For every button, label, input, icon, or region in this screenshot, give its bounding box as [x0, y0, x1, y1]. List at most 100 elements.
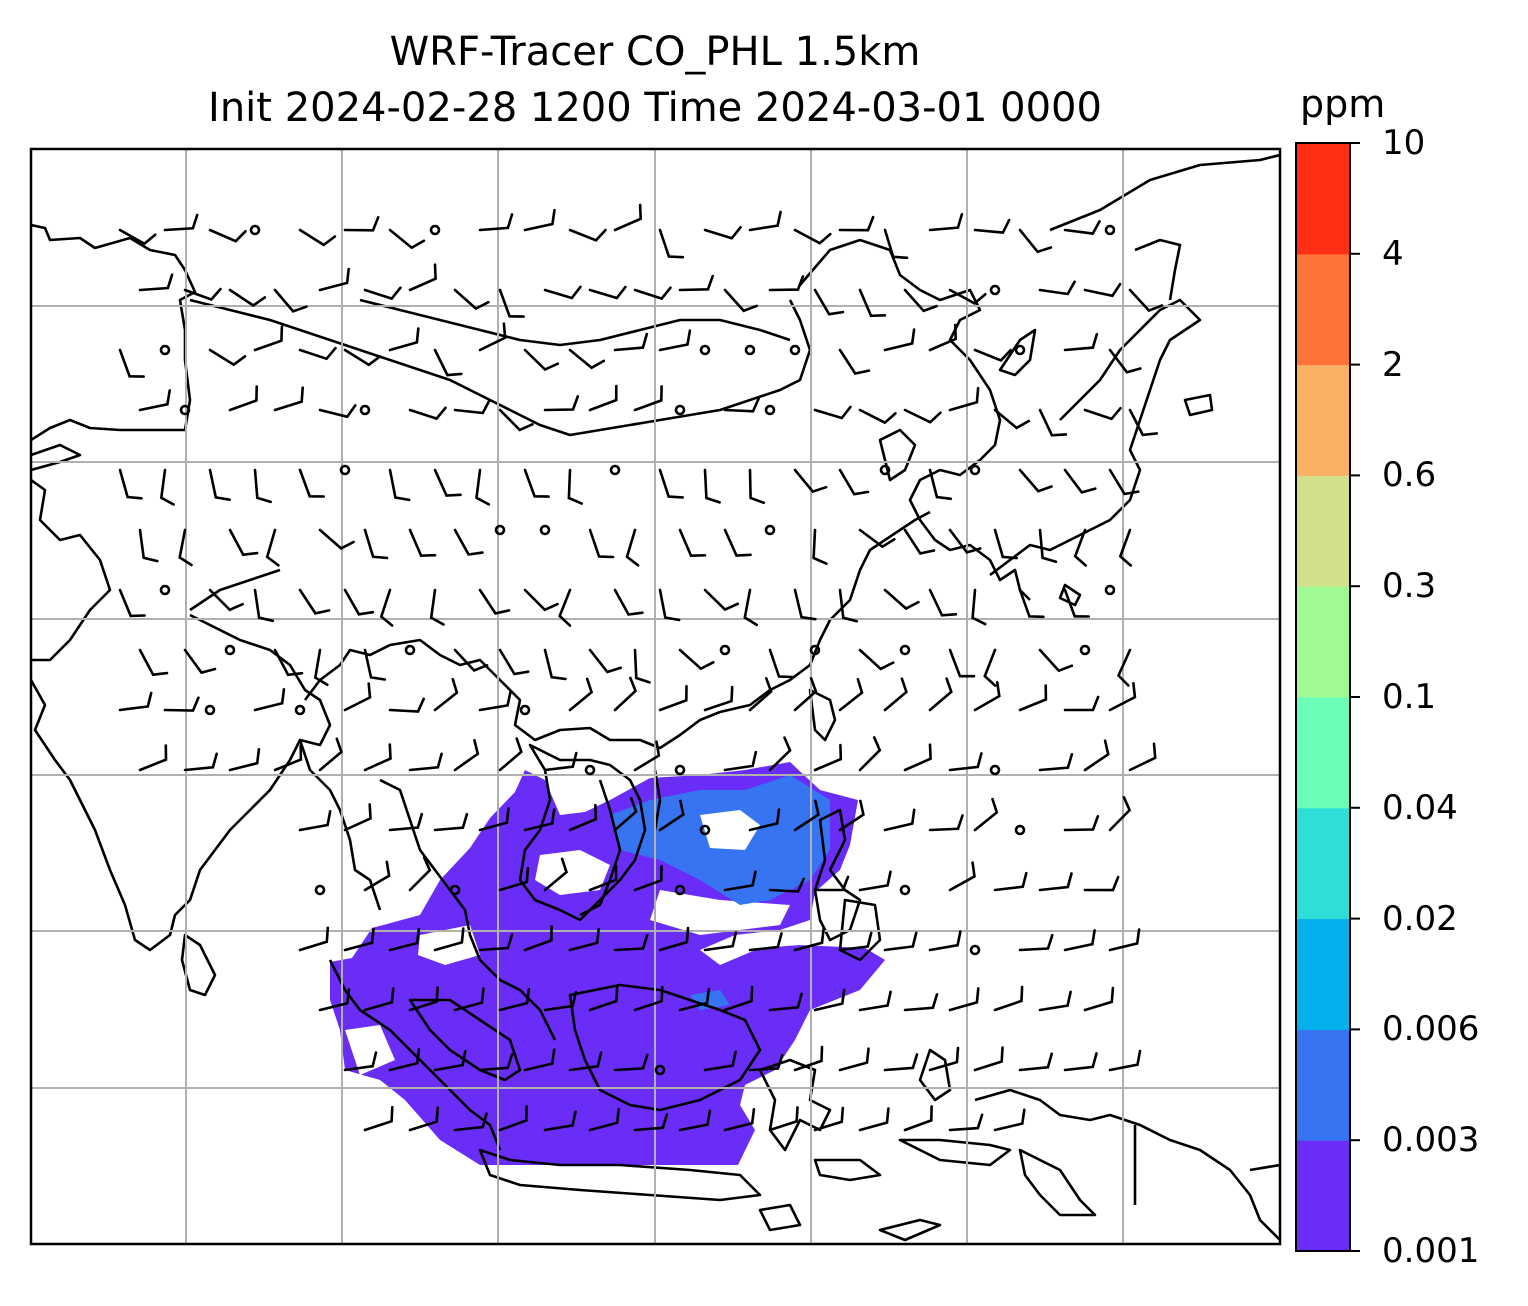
wind-barb [748, 468, 766, 505]
wind-barb [1018, 588, 1045, 619]
wind-barb [453, 648, 489, 673]
wind-barb [858, 1107, 890, 1132]
wind-barb [363, 648, 387, 681]
wind-barb [118, 588, 146, 618]
wind-barb [768, 877, 805, 893]
wind-barb [948, 861, 976, 892]
wind-barb [433, 927, 465, 952]
wind-barb [658, 799, 685, 832]
wind-barb [118, 691, 153, 712]
wind-barb [183, 287, 222, 302]
wind-barb [838, 931, 873, 952]
wind-barb [883, 931, 918, 952]
wind-barb [138, 389, 171, 412]
wind-barb [343, 803, 372, 832]
wind-barb [343, 1051, 378, 1072]
wind-barb [588, 648, 623, 674]
wind-barb [543, 751, 578, 772]
wind-barb [928, 930, 962, 952]
tracer-gap [700, 810, 760, 850]
wind-barb [343, 216, 380, 232]
wind-barb [883, 328, 916, 352]
wind-barb [298, 810, 332, 832]
calm-wind-marker [699, 344, 711, 356]
wind-barb [1118, 528, 1133, 567]
wind-barb [253, 688, 286, 712]
calm-wind-marker [294, 704, 306, 716]
calm-wind-marker [989, 284, 1001, 296]
calm-wind-marker [584, 764, 596, 776]
wind-barb [138, 648, 169, 677]
wind-barb [903, 528, 936, 555]
wind-barb [163, 696, 200, 712]
calm-wind-marker [359, 404, 371, 416]
wind-barb [388, 697, 425, 713]
wind-barb [543, 395, 580, 412]
wind-barb [523, 348, 560, 372]
wind-barb [613, 332, 649, 352]
wind-barb [543, 857, 569, 892]
wind-barb [903, 288, 938, 313]
wind-barb [658, 228, 685, 259]
wind-barb [948, 648, 976, 678]
wind-barb [928, 677, 953, 712]
wind-barb [883, 228, 909, 260]
calm-wind-marker [429, 224, 441, 236]
wind-barb [265, 528, 280, 567]
calm-wind-marker [339, 464, 351, 476]
wind-barb [1063, 588, 1090, 618]
wind-barb [498, 866, 530, 892]
wind-barb [298, 588, 331, 615]
wind-barb [429, 588, 445, 626]
wind-barb [812, 528, 828, 565]
wind-barb [178, 528, 193, 567]
wind-barb [388, 468, 411, 502]
calm-wind-marker [494, 524, 506, 536]
wind-barb [903, 1105, 933, 1132]
calm-wind-marker [1079, 644, 1091, 656]
wind-barb [478, 1053, 514, 1072]
wind-barb [748, 210, 782, 232]
wind-barb [1063, 1052, 1098, 1072]
wind-barb [253, 468, 272, 504]
wind-barb [768, 648, 795, 679]
wind-barb [118, 348, 145, 378]
wind-barb [118, 468, 143, 500]
wind-barb [363, 1105, 394, 1132]
wind-barb [993, 985, 1024, 1012]
wind-barb [1038, 753, 1074, 772]
wind-barb [408, 406, 447, 421]
calm-wind-marker [159, 344, 171, 356]
colorbar-segment [1296, 143, 1350, 255]
wind-barb [408, 1106, 439, 1132]
wind-barb [228, 288, 267, 308]
wind-barb [748, 808, 781, 832]
wind-barb [838, 588, 859, 623]
wind-barb [478, 588, 511, 615]
calm-wind-marker [654, 1064, 666, 1076]
calm-wind-marker [674, 764, 686, 776]
wind-barb [793, 1045, 824, 1072]
colorbar-segment [1296, 807, 1350, 920]
wind-barb [523, 925, 553, 952]
wind-barb [703, 226, 742, 240]
wind-barb [1083, 739, 1110, 772]
wind-barb [658, 588, 681, 622]
wind-barb [588, 384, 618, 412]
wind-barb [813, 988, 846, 1012]
wind-barb [379, 588, 394, 627]
wind-barb [208, 228, 247, 243]
wind-barb [1018, 684, 1048, 712]
wind-barb [1018, 228, 1053, 254]
wind-barb [588, 985, 619, 1012]
wind-barb [478, 933, 514, 952]
colorbar-tick-label: 2 [1382, 344, 1404, 385]
wind-barb [703, 931, 738, 952]
wind-barb [343, 927, 375, 952]
wind-barb [633, 1113, 669, 1132]
wind-barb [838, 678, 864, 712]
wind-barb [1018, 933, 1054, 952]
map-frame [29, 147, 1282, 1246]
wind-barb [408, 263, 437, 292]
